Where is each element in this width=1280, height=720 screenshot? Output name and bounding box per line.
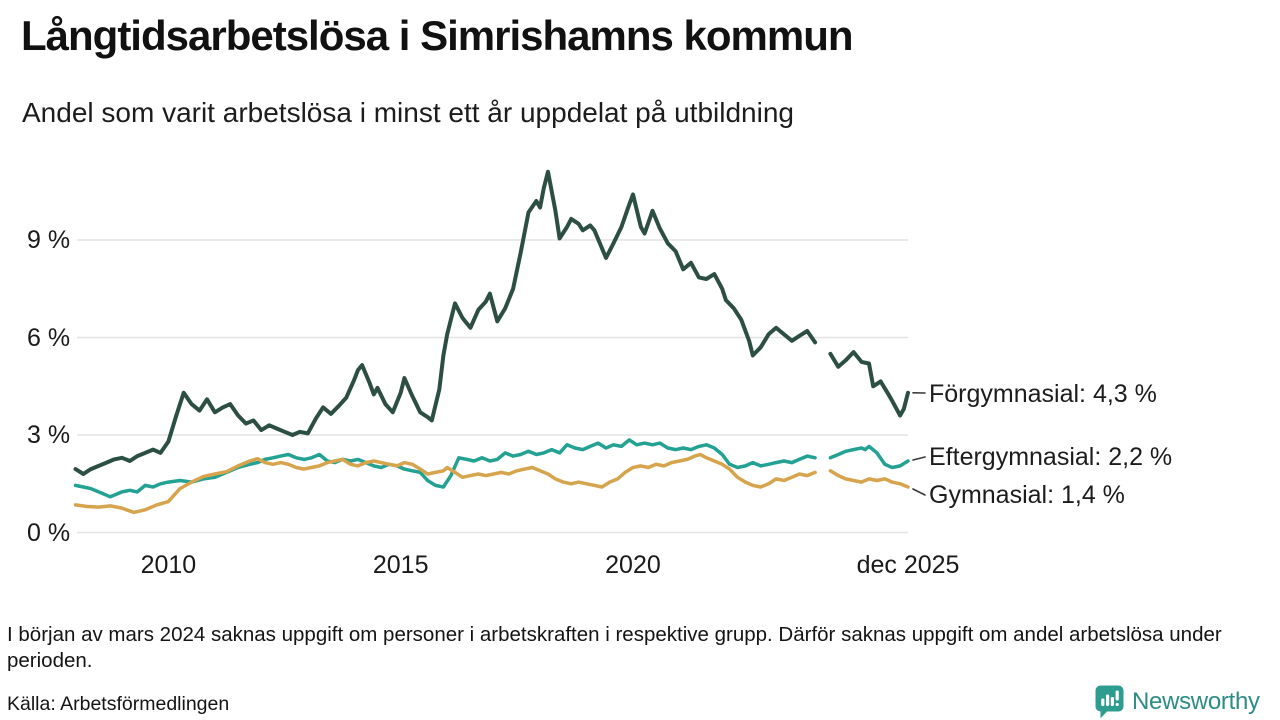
- series-label-gymnasial: Gymnasial: 1,4 %: [929, 481, 1125, 509]
- x-axis-tick-dec-2025: dec 2025: [856, 551, 960, 579]
- line-eftergymnasial-seg0: [73, 438, 817, 499]
- newsworthy-logo-text: Newsworthy: [1132, 688, 1260, 715]
- line-gymnasial-seg1: [828, 469, 910, 489]
- line-eftergymnasial-seg1: [828, 444, 910, 470]
- newsworthy-bubble-chart-icon: [1095, 685, 1124, 719]
- y-axis-tick-3: 3 %: [27, 421, 71, 449]
- newsworthy-logo: Newsworthy: [1095, 685, 1260, 719]
- series-label-eftergymnasial: Eftergymnasial: 2,2 %: [929, 443, 1173, 471]
- label-connector-eftergymnasial: [912, 456, 926, 461]
- x-axis-tick-2010: 2010: [140, 551, 197, 579]
- y-axis-tick-9: 9 %: [27, 226, 71, 254]
- y-axis-tick-6: 6 %: [27, 323, 71, 352]
- label-connector-gymnasial: [912, 488, 926, 496]
- chart-subtitle: Andel som varit arbetslösa i minst ett å…: [22, 97, 794, 128]
- y-axis-tick-0: 0 %: [27, 518, 71, 547]
- x-axis-tick-2020: 2020: [605, 551, 661, 579]
- page-title: Långtidsarbetslösa i Simrishamns kommun: [21, 12, 854, 59]
- chart-footnote: I början av mars 2024 saknas uppgift om …: [7, 623, 1222, 672]
- source-text: Källa: Arbetsförmedlingen: [7, 693, 230, 715]
- x-axis-tick-2015: 2015: [372, 551, 429, 579]
- line-förgymnasial-seg1: [828, 350, 910, 418]
- series-label-forgymnasial: Förgymnasial: 4,3 %: [929, 380, 1157, 408]
- line-förgymnasial-seg0: [73, 169, 818, 476]
- line-gymnasial-seg0: [73, 452, 817, 515]
